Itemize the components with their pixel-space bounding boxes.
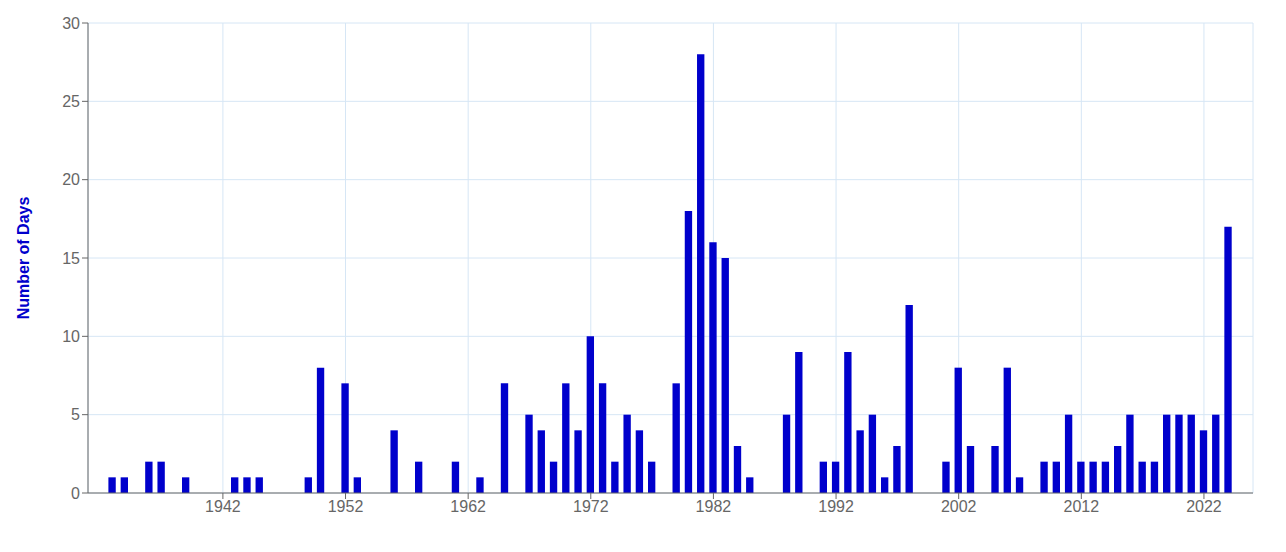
svg-text:2022: 2022 (1186, 498, 1222, 515)
svg-text:2002: 2002 (941, 498, 977, 515)
svg-text:20: 20 (62, 171, 80, 188)
svg-text:1972: 1972 (573, 498, 609, 515)
svg-text:1952: 1952 (328, 498, 364, 515)
svg-text:0: 0 (71, 485, 80, 502)
svg-text:Number of Days: Number of Days (15, 197, 32, 320)
svg-text:10: 10 (62, 328, 80, 345)
svg-text:1942: 1942 (205, 498, 241, 515)
svg-text:2012: 2012 (1064, 498, 1100, 515)
svg-text:15: 15 (62, 250, 80, 267)
svg-text:25: 25 (62, 93, 80, 110)
svg-text:30: 30 (62, 15, 80, 32)
svg-text:5: 5 (71, 406, 80, 423)
svg-text:1992: 1992 (818, 498, 854, 515)
svg-text:1962: 1962 (450, 498, 486, 515)
svg-text:1982: 1982 (696, 498, 732, 515)
